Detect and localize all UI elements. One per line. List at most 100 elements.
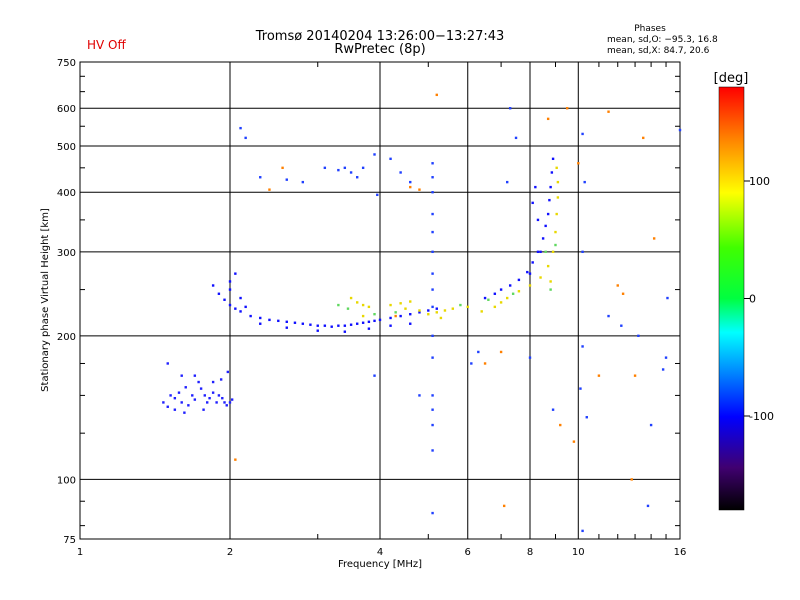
data-point <box>399 302 402 305</box>
data-point <box>228 288 232 291</box>
data-point <box>162 401 165 404</box>
data-point <box>389 316 392 320</box>
data-point <box>228 303 232 307</box>
data-point <box>431 288 434 291</box>
data-point <box>546 264 550 268</box>
data-point <box>285 326 288 329</box>
data-point <box>431 230 434 234</box>
data-point <box>534 185 537 189</box>
data-point <box>301 180 305 184</box>
data-point <box>579 387 582 390</box>
data-point <box>539 250 542 254</box>
stats-line-x: mean, sd,X: 84.7, 20.6 <box>607 46 710 56</box>
data-point <box>285 178 288 181</box>
data-point <box>234 458 237 461</box>
data-point <box>483 362 487 365</box>
data-point <box>581 529 584 533</box>
data-point <box>431 305 434 309</box>
data-point <box>285 320 288 323</box>
data-point <box>239 126 242 130</box>
colorbar-ticks: 100 0 -100 <box>744 175 774 423</box>
data-point <box>376 193 379 197</box>
data-point <box>531 201 534 205</box>
data-point <box>215 401 218 404</box>
data-point <box>652 237 656 240</box>
data-point <box>559 423 562 427</box>
data-point <box>355 301 359 304</box>
data-point <box>239 310 242 313</box>
data-point <box>394 311 397 314</box>
data-point <box>661 368 665 371</box>
data-point <box>217 394 221 397</box>
data-point <box>546 212 550 216</box>
data-point <box>177 391 181 394</box>
data-point <box>505 180 509 184</box>
data-point <box>531 261 534 264</box>
data-point <box>337 324 340 327</box>
data-point <box>607 314 610 318</box>
data-point <box>361 321 365 324</box>
data-point <box>281 166 284 170</box>
data-point <box>466 305 469 309</box>
data-point <box>583 180 586 184</box>
data-point <box>202 408 205 411</box>
data-point <box>637 334 640 338</box>
data-point <box>230 398 234 401</box>
x-axis-label: Frequency [MHz] <box>338 559 422 570</box>
data-point <box>268 318 271 322</box>
data-point <box>323 324 327 327</box>
data-point <box>581 345 584 348</box>
data-point <box>166 405 169 408</box>
data-point <box>607 110 610 113</box>
data-point <box>431 449 434 452</box>
x-tick-label: 4 <box>377 547 383 558</box>
data-point <box>373 374 376 377</box>
data-point <box>409 300 412 303</box>
data-point <box>184 386 187 389</box>
data-point <box>505 296 509 300</box>
data-point <box>228 401 232 404</box>
data-point <box>316 329 319 332</box>
data-point <box>418 309 421 312</box>
data-point <box>193 374 197 377</box>
data-point <box>554 243 557 247</box>
data-point <box>556 180 560 184</box>
data-point <box>343 166 347 170</box>
data-point <box>361 303 365 307</box>
data-point <box>480 310 483 313</box>
data-point <box>508 107 512 110</box>
data-point <box>565 107 569 110</box>
data-point <box>173 408 177 411</box>
x-tick-label: 1 <box>77 547 83 558</box>
data-point <box>630 478 633 481</box>
data-point <box>337 168 340 172</box>
data-point <box>528 356 532 359</box>
data-point <box>268 188 271 191</box>
data-point <box>539 276 542 279</box>
data-point <box>223 401 226 404</box>
data-point <box>183 411 186 414</box>
data-point <box>394 314 397 318</box>
data-point <box>355 322 359 325</box>
data-point <box>431 334 434 338</box>
data-point <box>551 157 555 161</box>
data-point <box>409 322 412 325</box>
data-point <box>431 250 434 254</box>
x-tick-label: 10 <box>572 547 585 558</box>
data-point <box>597 374 601 377</box>
data-point <box>389 303 392 307</box>
data-point <box>418 188 421 191</box>
data-point <box>431 356 434 359</box>
data-point <box>234 272 237 275</box>
data-point <box>355 176 359 179</box>
data-point <box>180 374 183 377</box>
data-point <box>459 303 462 307</box>
data-point <box>633 374 637 377</box>
data-point <box>435 311 438 314</box>
data-point <box>219 378 223 381</box>
chart-title: Tromsø 20140204 13:26:00−13:27:43 <box>255 29 505 44</box>
data-point <box>616 284 619 287</box>
data-point <box>409 185 412 189</box>
data-point <box>620 324 623 327</box>
